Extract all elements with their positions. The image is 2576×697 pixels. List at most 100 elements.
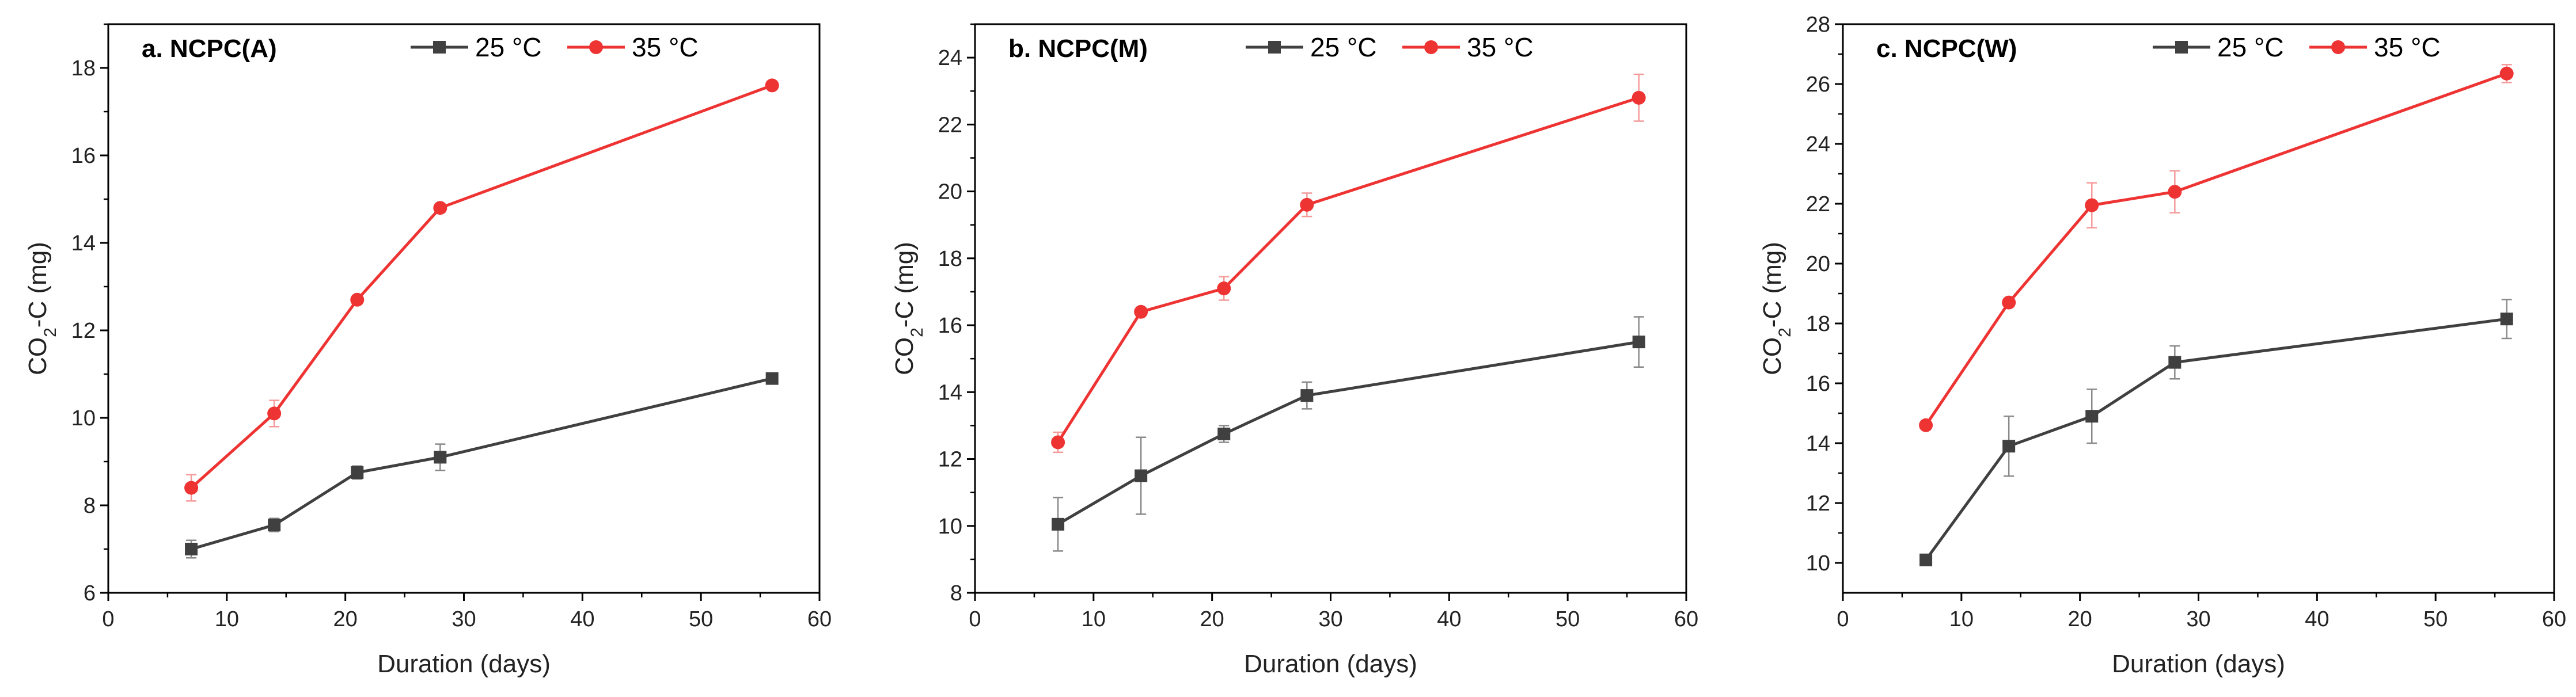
data-point <box>350 292 365 307</box>
y-tick-label: 22 <box>1806 192 1830 216</box>
y-axis-title-rest: -C (mg) <box>1758 242 1786 327</box>
x-tick-label: 60 <box>1674 607 1698 631</box>
y-tick-label: 20 <box>938 180 962 204</box>
legend-label: 25 °C <box>1310 32 1377 62</box>
x-tick-label: 50 <box>1556 607 1580 631</box>
y-axis-title: CO2-C (mg) <box>1758 242 1795 375</box>
x-tick-label: 20 <box>1200 607 1224 631</box>
y-axis-title: CO2-C (mg) <box>890 242 927 375</box>
legend-marker <box>589 40 603 54</box>
y-tick-label: 10 <box>1806 551 1830 576</box>
panel-ncpc-m: 0 10 20 30 40 50 60 8 10 12 14 16 18 20 22 24 Duration (… <box>890 23 1698 678</box>
data-point <box>1052 517 1065 531</box>
series-35c <box>1919 63 2514 432</box>
legend-marker <box>433 41 446 54</box>
data-point <box>1051 435 1065 450</box>
panel-title: b. NCPC(M) <box>1008 35 1148 63</box>
x-tick-label: 40 <box>2305 607 2329 631</box>
data-point <box>1632 90 1646 105</box>
x-tick-label: 40 <box>1437 607 1461 631</box>
data-point <box>765 372 779 385</box>
y-tick-label: 24 <box>1806 132 1830 157</box>
x-axis-title: Duration (days) <box>377 650 551 678</box>
data-point <box>433 201 447 215</box>
data-point <box>1919 418 1933 432</box>
series-25c <box>1919 299 2513 566</box>
panel-ncpc-a: 0 10 20 30 40 50 60 6 8 10 12 14 16 18 Duration (days)… <box>24 23 832 678</box>
data-point <box>184 481 199 495</box>
legend-label: 25 °C <box>475 32 542 62</box>
data-point <box>2168 356 2182 369</box>
x-tick-label: 30 <box>1318 607 1342 631</box>
data-point <box>1300 389 1314 402</box>
y-tick-label: 26 <box>1806 73 1830 97</box>
x-tick-label: 20 <box>2068 607 2092 631</box>
y-tick-label: 22 <box>938 113 962 137</box>
data-point <box>1919 553 1933 566</box>
y-tick-label: 6 <box>84 581 96 605</box>
plot-frame <box>974 23 1687 594</box>
x-tick-label: 50 <box>2423 607 2448 631</box>
plot-frame <box>1842 23 2555 594</box>
y-axis-title-rest: -C (mg) <box>890 242 919 327</box>
x-axis-title: Duration (days) <box>1244 650 1417 678</box>
y-tick-label: 18 <box>1806 312 1830 336</box>
y-axis-title: CO2-C (mg) <box>24 242 60 375</box>
y-tick-label: 14 <box>938 380 962 405</box>
y-tick-label: 12 <box>1806 492 1830 516</box>
y-axis-title-base: CO <box>24 337 52 375</box>
y-axis-title-sub: 2 <box>41 327 60 337</box>
data-point <box>1300 197 1314 212</box>
y-tick-label: 20 <box>1806 252 1830 276</box>
series-line <box>1056 96 1640 443</box>
legend-marker <box>2331 40 2345 54</box>
y-tick-label: 16 <box>71 144 96 168</box>
series-35c <box>184 78 779 502</box>
x-tick-label: 60 <box>2542 607 2566 631</box>
x-tick-label: 20 <box>333 607 358 631</box>
data-point <box>2002 440 2016 453</box>
y-tick-label: 14 <box>1806 432 1830 456</box>
series-line <box>190 84 773 489</box>
y-tick-label: 10 <box>71 406 96 431</box>
x-tick-label: 10 <box>215 607 239 631</box>
x-axis-title: Duration (days) <box>2112 650 2285 678</box>
x-tick-label: 0 <box>102 607 114 631</box>
y-axis-title-sub: 2 <box>1775 327 1795 337</box>
x-tick-label: 60 <box>807 607 832 631</box>
y-tick-label: 8 <box>84 494 96 518</box>
legend-label: 35 °C <box>2374 32 2441 62</box>
data-point <box>185 543 198 555</box>
x-tick-label: 0 <box>1837 607 1849 631</box>
data-point <box>765 78 779 93</box>
x-tick-label: 0 <box>969 607 981 631</box>
y-tick-label: 24 <box>938 46 962 70</box>
legend: 25 °C 35 °C <box>411 32 699 62</box>
series-line <box>1925 317 2507 561</box>
data-point <box>2499 66 2514 81</box>
legend: 25 °C 35 °C <box>2153 32 2441 62</box>
y-tick-label: 14 <box>71 231 96 256</box>
y-tick-label: 8 <box>950 581 962 605</box>
data-point <box>434 451 447 464</box>
legend-label: 35 °C <box>632 32 699 62</box>
legend-marker <box>2175 41 2188 54</box>
panel-title: a. NCPC(A) <box>142 35 277 63</box>
data-point <box>1135 469 1148 482</box>
y-tick-label: 12 <box>938 448 962 472</box>
y-axis-title-base: CO <box>890 337 919 375</box>
data-point <box>1134 304 1148 319</box>
x-tick-label: 50 <box>689 607 713 631</box>
panel-ncpc-w: 0 10 20 30 40 50 60 10 12 14 16 18 20 22 24 26 28 Duratio… <box>1758 13 2566 678</box>
data-point <box>2002 295 2016 310</box>
series-line <box>1057 340 1640 526</box>
x-tick-label: 10 <box>1082 607 1106 631</box>
legend-label: 25 °C <box>2217 32 2284 62</box>
data-point <box>1217 427 1231 440</box>
data-point <box>2500 313 2513 326</box>
series-line <box>1925 72 2507 426</box>
x-tick-label: 30 <box>452 607 476 631</box>
legend-label: 35 °C <box>1467 32 1534 62</box>
data-point <box>2085 198 2099 212</box>
y-axis-title-sub: 2 <box>908 327 927 337</box>
